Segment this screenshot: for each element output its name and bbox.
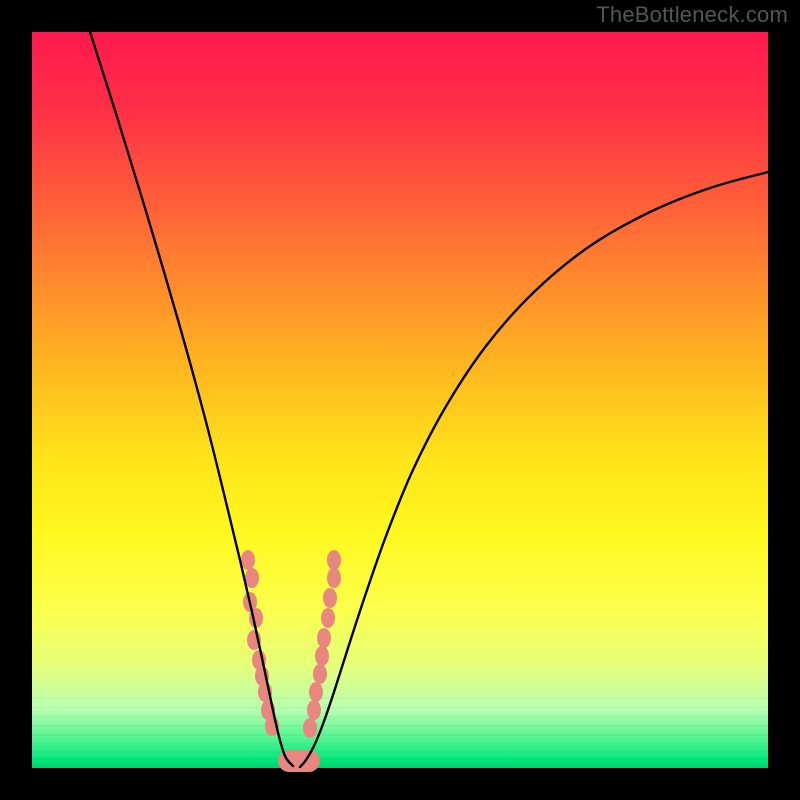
watermark-text: TheBottleneck.com [596, 2, 788, 28]
marker-right [307, 700, 321, 720]
plot-background [32, 32, 768, 768]
marker-left [241, 550, 255, 570]
marker-right [321, 608, 335, 628]
marker-right [315, 646, 329, 666]
marker-right [323, 588, 337, 608]
marker-right [303, 718, 317, 738]
marker-right [313, 664, 327, 684]
marker-right [317, 628, 331, 648]
marker-right [327, 550, 341, 570]
marker-right [327, 568, 341, 588]
bottleneck-chart [0, 0, 800, 800]
marker-left [245, 568, 259, 588]
marker-right [309, 682, 323, 702]
chart-stage: TheBottleneck.com [0, 0, 800, 800]
